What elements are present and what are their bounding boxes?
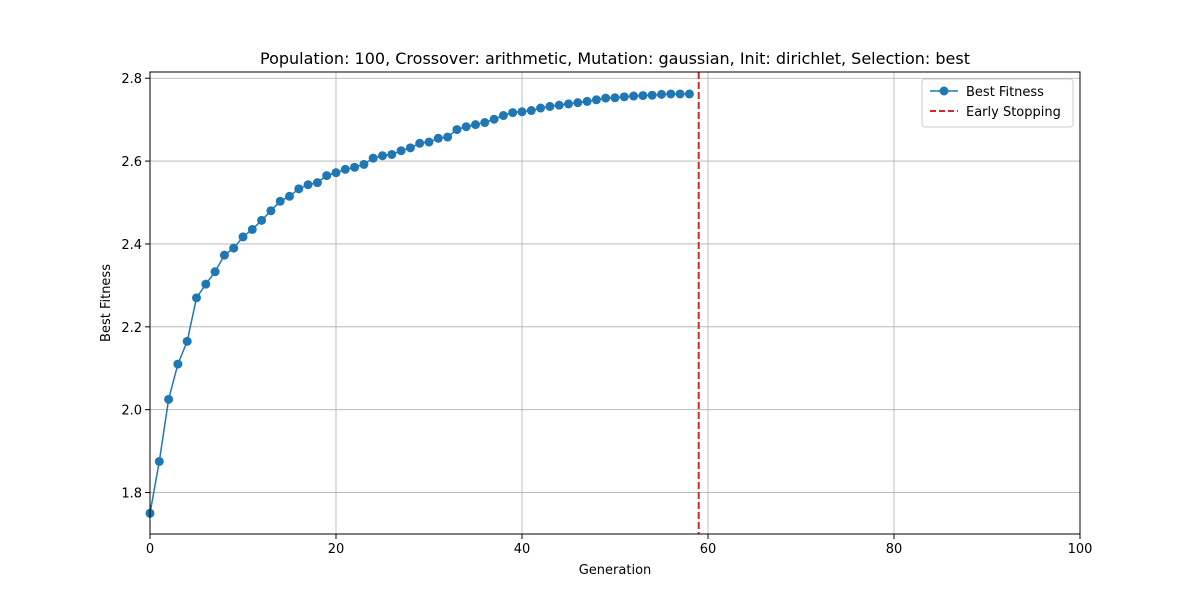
axis-ticks: 0 20 40 60 80 100 1.8 2.0 2.2 2.4 2.6 2.8 [121, 72, 1092, 557]
best-fitness-point [638, 91, 648, 101]
best-fitness-point [238, 232, 248, 242]
legend-best-fitness-label: Best Fitness [966, 85, 1044, 100]
best-fitness-point [582, 96, 592, 106]
best-fitness-point [675, 89, 685, 99]
best-fitness-point [257, 215, 267, 225]
best-fitness-point [154, 456, 164, 466]
best-fitness-point [573, 98, 583, 108]
y-tick-label: 2.6 [121, 155, 142, 170]
best-fitness-line [149, 93, 690, 514]
y-tick-label: 2.0 [121, 404, 142, 419]
best-fitness-point [405, 143, 415, 153]
best-fitness-point [657, 89, 666, 99]
best-fitness-point [210, 267, 220, 277]
best-fitness-point [629, 91, 639, 101]
series-group [145, 89, 694, 518]
best-fitness-point [285, 191, 294, 201]
grid-lines [149, 72, 1081, 534]
best-fitness-point [322, 171, 332, 181]
best-fitness-point [591, 95, 601, 105]
x-tick-label: 40 [514, 542, 531, 557]
best-fitness-point [247, 224, 257, 234]
y-tick-label: 2.2 [121, 321, 142, 336]
plot-frame [149, 71, 1081, 535]
best-fitness-point [340, 164, 350, 174]
best-fitness-point [294, 184, 304, 194]
x-tick-label: 80 [886, 542, 903, 557]
best-fitness-point [526, 106, 536, 116]
best-fitness-point [433, 133, 443, 143]
x-tick-label: 60 [700, 542, 717, 557]
legend: Best Fitness Early Stopping [921, 78, 1074, 128]
best-fitness-point [192, 293, 201, 303]
best-fitness-point [601, 93, 611, 103]
y-tick-label: 1.8 [121, 487, 142, 502]
best-fitness-point [312, 178, 322, 188]
best-fitness-point [545, 101, 555, 111]
best-fitness-point [331, 168, 341, 178]
best-fitness-point [275, 196, 285, 206]
best-fitness-point [536, 103, 546, 113]
best-fitness-point [647, 90, 657, 100]
best-fitness-point [666, 89, 676, 99]
chart-title: Population: 100, Crossover: arithmetic, … [260, 49, 970, 68]
best-fitness-point [684, 89, 694, 99]
best-fitness-point [303, 180, 313, 190]
x-axis-label: Generation [579, 563, 652, 578]
best-fitness-point [359, 159, 369, 169]
best-fitness-point [498, 111, 508, 121]
best-fitness-point [564, 99, 573, 109]
y-tick-label: 2.4 [121, 238, 142, 253]
x-tick-label: 100 [1068, 542, 1093, 557]
best-fitness-point [164, 394, 174, 404]
best-fitness-point [489, 114, 499, 124]
legend-box [921, 78, 1074, 128]
best-fitness-point [415, 138, 425, 148]
best-fitness-point [182, 336, 192, 346]
best-fitness-point [219, 250, 229, 260]
best-fitness-point [396, 146, 406, 156]
best-fitness-point [452, 125, 462, 135]
best-fitness-point [443, 132, 453, 142]
best-fitness-point [266, 206, 276, 216]
best-fitness-point [350, 162, 360, 172]
best-fitness-point [471, 120, 480, 130]
legend-best-fitness-marker [939, 86, 949, 96]
best-fitness-point [378, 151, 387, 161]
y-tick-label: 2.8 [121, 72, 142, 87]
best-fitness-point [201, 279, 211, 289]
best-fitness-point [554, 100, 564, 110]
best-fitness-point [461, 122, 471, 132]
best-fitness-point [619, 92, 629, 102]
legend-early-stopping-label: Early Stopping [966, 105, 1061, 120]
best-fitness-point [480, 118, 490, 128]
x-tick-label: 20 [328, 542, 345, 557]
best-fitness-point [424, 137, 434, 147]
best-fitness-point [387, 149, 397, 159]
best-fitness-point [173, 359, 183, 369]
best-fitness-point [368, 153, 378, 163]
best-fitness-point [508, 108, 518, 118]
best-fitness-point [610, 93, 620, 103]
best-fitness-point [229, 243, 239, 253]
y-axis-label: Best Fitness [99, 264, 114, 342]
x-tick-label: 0 [146, 542, 154, 557]
best-fitness-point [517, 107, 527, 117]
